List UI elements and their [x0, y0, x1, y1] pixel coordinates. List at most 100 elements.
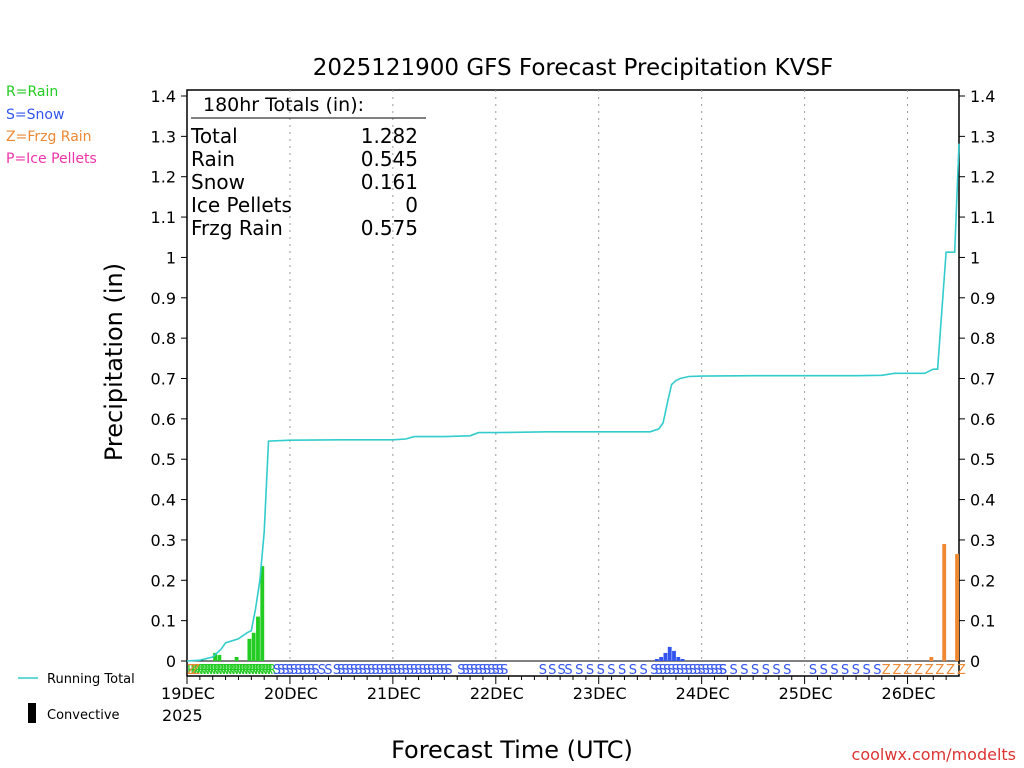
precip-type-letter: S [841, 663, 849, 678]
totals-label-frzg-rain: Frzg Rain [191, 216, 283, 240]
precip-type-letter: R [255, 663, 264, 678]
totals-label-total: Total [190, 124, 238, 148]
precip-type-letter: R [213, 663, 222, 678]
precip-type-letter: R [203, 663, 212, 678]
convective-legend-swatch [28, 703, 36, 723]
precip-type-letter: S [470, 663, 478, 678]
precip-type-letter: S [277, 663, 285, 678]
precip-type-letter: R [251, 663, 260, 678]
precip-bars [213, 543, 959, 661]
precip-type-letter: Z [935, 663, 944, 678]
precip-type-letter: S [423, 663, 431, 678]
precip-type-letter: S [318, 663, 326, 678]
y-axis-left: 0 0.1 0.2 0.3 0.4 0.5 0.6 0.7 0.8 0.9 1 1.1 1.2 1.3 1.… [151, 87, 187, 671]
precip-type-letter: R [222, 663, 231, 678]
precip-type-letter: R [248, 663, 257, 678]
precip-type-letter: R [264, 663, 273, 678]
x-axis-label: Forecast Time (UTC) [391, 736, 633, 764]
y-tick-label-right: 0.8 [970, 329, 995, 348]
precip-type-letter: S [809, 663, 817, 678]
precip-type-letter: S [496, 663, 504, 678]
y-tick-label-right: 1.2 [970, 168, 995, 187]
precip-type-letter: R [261, 663, 270, 678]
precip-bar [663, 652, 668, 661]
precip-type-letter: R [197, 663, 206, 678]
precip-type-letter: R [200, 663, 209, 678]
y-tick-label-right: 0.1 [970, 612, 995, 631]
y-tick-label-left: 1.3 [151, 127, 176, 146]
precip-type-letter: S [466, 663, 474, 678]
precip-type-letter: S [693, 663, 701, 678]
legend-snow: S=Snow [6, 107, 64, 123]
precip-type-letter: S [740, 663, 748, 678]
precip-type-letter: S [307, 663, 315, 678]
totals-value-total: 1.282 [361, 124, 418, 148]
precip-type-letter: S [303, 663, 311, 678]
precip-type-letter: S [444, 663, 452, 678]
precip-bar [672, 650, 676, 661]
precip-type-letter: S [586, 663, 594, 678]
x-tick-label: 22DEC [470, 684, 524, 703]
totals-value-rain: 0.545 [361, 147, 418, 171]
x-tick-label: 26DEC [882, 684, 936, 703]
totals-label-rain: Rain [191, 147, 235, 171]
precip-type-letter: S [783, 663, 791, 678]
precip-type-letter: S [680, 663, 688, 678]
y-tick-label-left: 1.4 [151, 87, 176, 106]
precip-type-letter: S [607, 663, 615, 678]
precip-type-letter: R [216, 663, 225, 678]
precip-type-letter: R [210, 663, 219, 678]
precip-type-letter: S [629, 663, 637, 678]
precip-type-letter: Z [946, 663, 955, 678]
y-tick-label-right: 0.9 [970, 289, 995, 308]
totals-box: 180hr Totals (in): Total 1.282 Rain 0.54… [190, 94, 426, 240]
y-tick-label-right: 0.4 [970, 491, 995, 510]
precip-bar [955, 554, 959, 661]
precip-type-legend: R=Rain S=Snow Z=Frzg Rain P=Ice Pellets [6, 84, 97, 167]
precip-type-letter: S [389, 663, 397, 678]
precip-type-letter: R [190, 663, 199, 678]
precip-type-letter: S [286, 663, 294, 678]
precip-bar [659, 656, 664, 661]
precip-type-letter: S [376, 663, 384, 678]
precip-type-letter: S [663, 663, 671, 678]
precip-bar [247, 638, 252, 661]
precip-type-letter: S [461, 663, 469, 678]
precip-bar [680, 658, 685, 661]
convective-legend-label: Convective [47, 708, 120, 723]
y-tick-label-left: 0.2 [151, 571, 176, 590]
x-tick-label: 24DEC [676, 684, 730, 703]
precip-type-letter: S [650, 663, 658, 678]
precip-type-letter: S [346, 663, 354, 678]
y-tick-label-right: 0.5 [970, 450, 995, 469]
totals-value-snow: 0.161 [361, 170, 418, 194]
y-tick-label-right: 0.2 [970, 571, 995, 590]
precip-type-letter: S [863, 663, 871, 678]
precip-type-letter: S [706, 663, 714, 678]
precip-type-letter: S [689, 663, 697, 678]
precip-type-letter: S [548, 663, 556, 678]
precip-type-letter: S [762, 663, 770, 678]
y-tick-label-left: 0 [166, 652, 176, 671]
precip-type-letter: S [820, 663, 828, 678]
precip-type-letter: R [232, 663, 241, 678]
x-tick-label: 23DEC [573, 684, 627, 703]
precip-type-letter: S [618, 663, 626, 678]
precip-type-letter: S [667, 663, 675, 678]
precip-type-letter: S [564, 663, 572, 678]
y-tick-label-left: 0.3 [151, 531, 176, 550]
precip-type-letter: S [719, 663, 727, 678]
precip-type-letter: S [710, 663, 718, 678]
totals-header: 180hr Totals (in): [203, 94, 364, 116]
precip-type-letter: S [639, 663, 647, 678]
precip-type-letter: S [685, 663, 693, 678]
precip-type-letter: S [397, 663, 405, 678]
precip-bar [676, 656, 681, 661]
precip-type-letter: S [492, 663, 500, 678]
precip-type-letter: R [206, 663, 215, 678]
totals-value-ice-pellets: 0 [405, 193, 418, 217]
precip-type-letter: S [341, 663, 349, 678]
precip-type-letter: S [730, 663, 738, 678]
precip-type-letter: S [474, 663, 482, 678]
